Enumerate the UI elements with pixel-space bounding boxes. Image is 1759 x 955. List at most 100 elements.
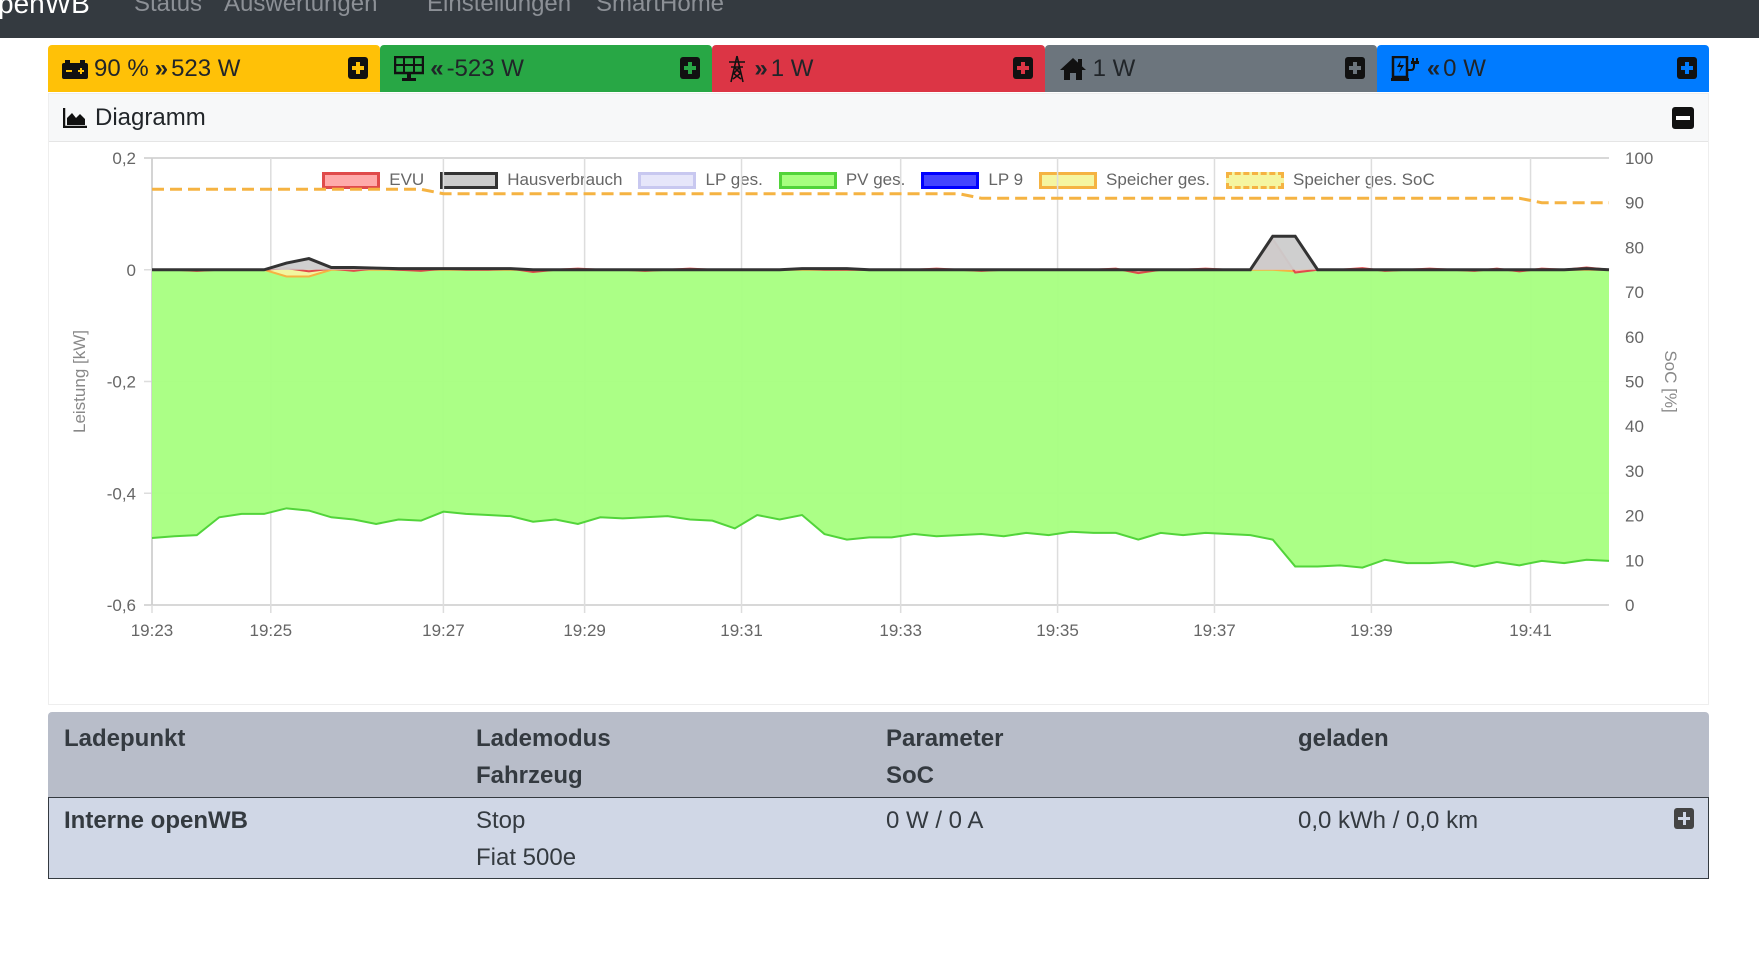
y2-tick-label: 90 [1625,194,1644,213]
series-line-hausverbrauch [152,234,1610,272]
x-tick-label: 19:33 [879,621,922,640]
nav-auswertungen[interactable]: Auswertungen [224,0,378,17]
expand-plus-icon[interactable] [348,57,369,79]
parameter-value: 0 W / 0 A [886,807,984,834]
hausverbrauch-power: 1 W [1092,54,1136,82]
nav-status[interactable]: Status [134,0,203,17]
expand-plus-icon[interactable] [680,57,701,79]
legend-item[interactable]: Hausverbrauch [440,170,622,190]
battery-icon [62,59,88,79]
x-tick-label: 19:35 [1036,621,1079,640]
y2-tick-label: 50 [1625,373,1644,392]
y2-tick-label: 60 [1625,328,1644,347]
speicher-power: 523 W [171,54,241,82]
legend-item[interactable]: Speicher ges. SoC [1226,170,1435,190]
legend-swatch [1039,171,1098,189]
y2-tick-label: 0 [1625,596,1634,615]
diagram-title: Diagramm [95,103,206,131]
x-tick-label: 19:41 [1509,621,1552,640]
expand-plus-icon[interactable] [1012,57,1033,79]
header-fahrzeug: Fahrzeug [476,762,583,789]
lademodus-value[interactable]: Stop [476,807,526,834]
y-tick-label: -0,6 [107,596,136,615]
y-axis-title: Leistung [kW] [70,330,89,433]
legend-swatch [921,171,980,189]
x-tick-label: 19:39 [1350,621,1393,640]
x-tick-label: 19:23 [131,621,174,640]
legend-item[interactable]: PV ges. [778,170,906,190]
diagram-card: Diagramm EVU Hausverbrauch LP ges. PV ges. L… [48,93,1709,705]
evu-power: 1 W [770,54,814,82]
geladen-value: 0,0 kWh / 0,0 km [1298,807,1479,834]
series-area-hausverbrauch [152,236,1609,270]
legend-label: Hausverbrauch [507,170,623,189]
chevron-left-icon: « [1426,54,1440,82]
tile-speicher[interactable]: 90 % » 523 W [48,45,381,92]
navbar: penWB Status Auswertungen Einstellungen … [0,0,1759,38]
x-tick-label: 19:27 [422,621,465,640]
legend-item[interactable]: Speicher ges. [1039,170,1210,190]
legend-label: EVU [389,170,425,189]
x-tick-label: 19:29 [563,621,606,640]
diagram-header: Diagramm [49,94,1708,142]
nav-einstellungen[interactable]: Einstellungen [427,0,572,17]
legend-item[interactable]: LP 9 [921,170,1023,190]
speicher-soc: 90 % [94,54,149,82]
expand-plus-icon[interactable] [1677,57,1698,79]
header-ladepunkt: Ladepunkt [64,725,186,752]
legend-swatch [778,171,837,189]
header-parameter: Parameter [886,725,1004,752]
legend-label: PV ges. [845,170,906,189]
y-tick-label: -0,4 [107,484,136,503]
ladepunkt-name: Interne openWB [64,807,248,834]
header-lademodus: Lademodus [476,725,611,752]
x-tick-label: 19:37 [1193,621,1236,640]
charging-station-icon [1390,55,1419,81]
legend-swatch [440,171,499,189]
table-header: Ladepunkt Lademodus Fahrzeug Parameter SoC… [48,712,1709,797]
series-area-pv-ges [152,269,1609,568]
tile-evu[interactable]: » 1 W [712,45,1045,92]
chart-legend: EVU Hausverbrauch LP ges. PV ges. LP 9 Speich… [49,170,1708,190]
legend-swatch [322,171,381,189]
ladepunkte-power: 0 W [1443,54,1486,82]
legend-item[interactable]: LP ges. [638,170,763,190]
expand-plus-icon[interactable] [1674,808,1694,829]
legend-label: LP 9 [988,170,1024,189]
area-chart-icon [63,107,87,128]
y-tick-label: 0 [127,261,136,280]
y2-tick-label: 20 [1625,507,1644,526]
expand-plus-icon[interactable] [1344,57,1365,79]
chevron-left-icon: « [430,54,443,82]
ladepunkt-table: Ladepunkt Lademodus Fahrzeug Parameter SoC… [48,712,1709,879]
legend-label: Speicher ges. [1106,170,1210,189]
power-chart: 0,20-0,2-0,4-0,6100908070605040302010019… [70,149,1680,640]
y2-tick-label: 70 [1625,283,1644,302]
legend-label: Speicher ges. SoC [1293,170,1435,189]
legend-swatch [638,171,697,189]
chevron-right-icon: » [754,54,767,82]
solar-panel-icon [394,55,425,81]
collapse-minus-icon[interactable] [1672,107,1694,129]
legend-swatch [1226,171,1284,189]
house-icon [1059,57,1086,80]
pv-power: -523 W [446,54,524,82]
y-tick-label: 0,2 [112,149,136,168]
tile-pv[interactable]: « -523 W [380,45,713,92]
series-line-pv-ges [151,507,1610,569]
legend-item[interactable]: EVU [322,170,424,190]
y2-tick-label: 10 [1625,551,1644,570]
brand-logo[interactable]: penWB [0,0,90,19]
nav-smarthome[interactable]: SmartHome [596,0,725,17]
chevron-right-icon: » [154,54,168,82]
y2-tick-label: 40 [1625,417,1644,436]
power-tiles: 90 % » 523 W « -523 W » 1 W 1 W « 0 W [48,45,1710,92]
tile-hausverbrauch[interactable]: 1 W [1044,45,1377,92]
power-pylon-icon [729,55,746,82]
y2-tick-label: 100 [1625,149,1653,168]
header-soc: SoC [886,762,934,789]
header-parameter-soc: Parameter SoC [886,720,1003,794]
table-row[interactable]: Interne openWB Stop Fiat 500e 0 W / 0 A 0… [48,797,1709,879]
tile-ladepunkte[interactable]: « 0 W [1376,45,1710,92]
x-tick-label: 19:25 [250,621,293,640]
